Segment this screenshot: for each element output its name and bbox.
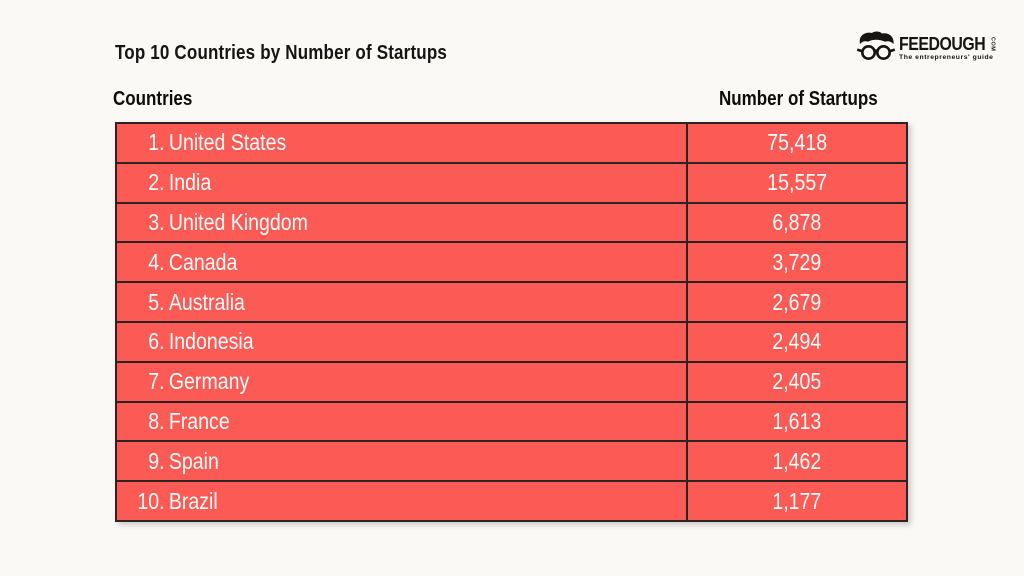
country-label: Germany bbox=[168, 368, 250, 395]
country-cell: 8. France bbox=[117, 402, 688, 441]
table-row: 10. Brazil 1,177 bbox=[117, 480, 906, 520]
count-label: 3,729 bbox=[772, 248, 822, 275]
page-title: Top 10 Countries by Number of Startups bbox=[115, 42, 506, 65]
count-cell: 3,729 bbox=[688, 243, 906, 281]
rank-label: 3. bbox=[148, 208, 165, 235]
rank-label: 6. bbox=[148, 328, 165, 355]
rank-label: 8. bbox=[148, 407, 165, 434]
table-row: 8. France 1,613 bbox=[117, 400, 906, 441]
feedough-logo: FEEDOUGH COM The entrepreneurs' guide bbox=[856, 26, 1016, 70]
rank-label: 5. bbox=[148, 288, 165, 315]
country-label: Spain bbox=[168, 447, 219, 474]
country-cell: 5. Australia bbox=[117, 283, 688, 321]
nerd-face-icon bbox=[856, 31, 896, 60]
table-row: 3. United Kingdom 6,878 bbox=[117, 201, 906, 242]
count-label: 2,405 bbox=[772, 368, 822, 395]
country-cell-text: 10. Brazil bbox=[117, 487, 218, 515]
count-label: 1,177 bbox=[772, 487, 822, 514]
country-label: Indonesia bbox=[168, 328, 254, 355]
count-cell: 1,462 bbox=[688, 442, 906, 480]
logo-brand-text: FEEDOUGH bbox=[899, 33, 986, 54]
rank-label: 10. bbox=[137, 487, 165, 514]
count-label: 6,878 bbox=[772, 208, 822, 235]
country-cell: 9. Spain bbox=[117, 442, 688, 481]
country-cell: 1. United States bbox=[117, 124, 688, 162]
country-label: United States bbox=[168, 129, 287, 156]
country-cell-text: 8. France bbox=[117, 407, 230, 435]
count-label: 2,679 bbox=[772, 288, 822, 315]
country-label: United Kingdom bbox=[168, 208, 308, 235]
country-cell: 10. Brazil bbox=[117, 482, 688, 520]
country-cell: 6. Indonesia bbox=[117, 322, 688, 361]
rank-label: 7. bbox=[148, 368, 165, 395]
column-header-countries: Countries bbox=[113, 88, 206, 111]
count-cell: 1,613 bbox=[688, 403, 906, 441]
country-cell: 2. India bbox=[117, 163, 688, 202]
count-cell: 2,405 bbox=[688, 363, 906, 401]
country-cell-text: 1. United States bbox=[117, 129, 286, 156]
table-row: 6. Indonesia 2,494 bbox=[117, 320, 906, 361]
country-cell-text: 4. Canada bbox=[117, 249, 237, 276]
table-row: 1. United States 75,418 bbox=[117, 124, 906, 162]
column-header-number-of-startups-text: Number of Startups bbox=[718, 88, 878, 110]
column-header-number-of-startups: Number of Startups bbox=[688, 88, 908, 111]
count-label: 1,462 bbox=[772, 447, 822, 474]
count-cell: 2,679 bbox=[688, 283, 906, 321]
startup-table: 1. United States 75,418 2. India 15,557 … bbox=[115, 122, 908, 522]
country-cell: 3. United Kingdom bbox=[117, 203, 688, 242]
country-cell: 4. Canada bbox=[117, 243, 688, 282]
table-row: 5. Australia 2,679 bbox=[117, 281, 906, 321]
count-label: 1,613 bbox=[772, 407, 822, 434]
logo-tld-text: COM bbox=[989, 36, 996, 51]
logo-tagline: The entrepreneurs' guide bbox=[899, 53, 994, 61]
count-cell: 75,418 bbox=[688, 124, 906, 162]
count-label: 2,494 bbox=[772, 328, 822, 355]
rank-label: 1. bbox=[148, 129, 165, 156]
rank-label: 9. bbox=[148, 447, 165, 474]
column-header-countries-text: Countries bbox=[113, 88, 193, 110]
page-title-text: Top 10 Countries by Number of Startups bbox=[115, 42, 448, 64]
count-cell: 1,177 bbox=[688, 482, 906, 520]
country-cell-text: 7. Germany bbox=[117, 368, 249, 395]
table-row: 4. Canada 3,729 bbox=[117, 241, 906, 282]
count-cell: 6,878 bbox=[688, 204, 906, 242]
country-label: Canada bbox=[168, 248, 238, 275]
rank-label: 2. bbox=[148, 169, 165, 196]
table-row: 2. India 15,557 bbox=[117, 161, 906, 202]
country-label: Brazil bbox=[168, 487, 218, 514]
country-label: France bbox=[168, 407, 230, 434]
country-cell-text: 9. Spain bbox=[117, 448, 219, 475]
table-row: 9. Spain 1,462 bbox=[117, 440, 906, 481]
count-label: 15,557 bbox=[767, 169, 827, 196]
country-label: Australia bbox=[168, 288, 245, 315]
table-row: 7. Germany 2,405 bbox=[117, 360, 906, 401]
count-cell: 15,557 bbox=[688, 164, 906, 202]
logo-text-block: FEEDOUGH COM The entrepreneurs' guide bbox=[899, 33, 996, 62]
country-label: India bbox=[168, 169, 212, 196]
country-cell-text: 6. Indonesia bbox=[117, 328, 254, 355]
country-cell: 7. Germany bbox=[117, 362, 688, 401]
rank-label: 4. bbox=[148, 248, 165, 275]
country-cell-text: 3. United Kingdom bbox=[117, 209, 308, 236]
count-cell: 2,494 bbox=[688, 323, 906, 361]
country-cell-text: 5. Australia bbox=[117, 289, 245, 316]
country-cell-text: 2. India bbox=[117, 169, 211, 196]
count-label: 75,418 bbox=[767, 129, 827, 156]
